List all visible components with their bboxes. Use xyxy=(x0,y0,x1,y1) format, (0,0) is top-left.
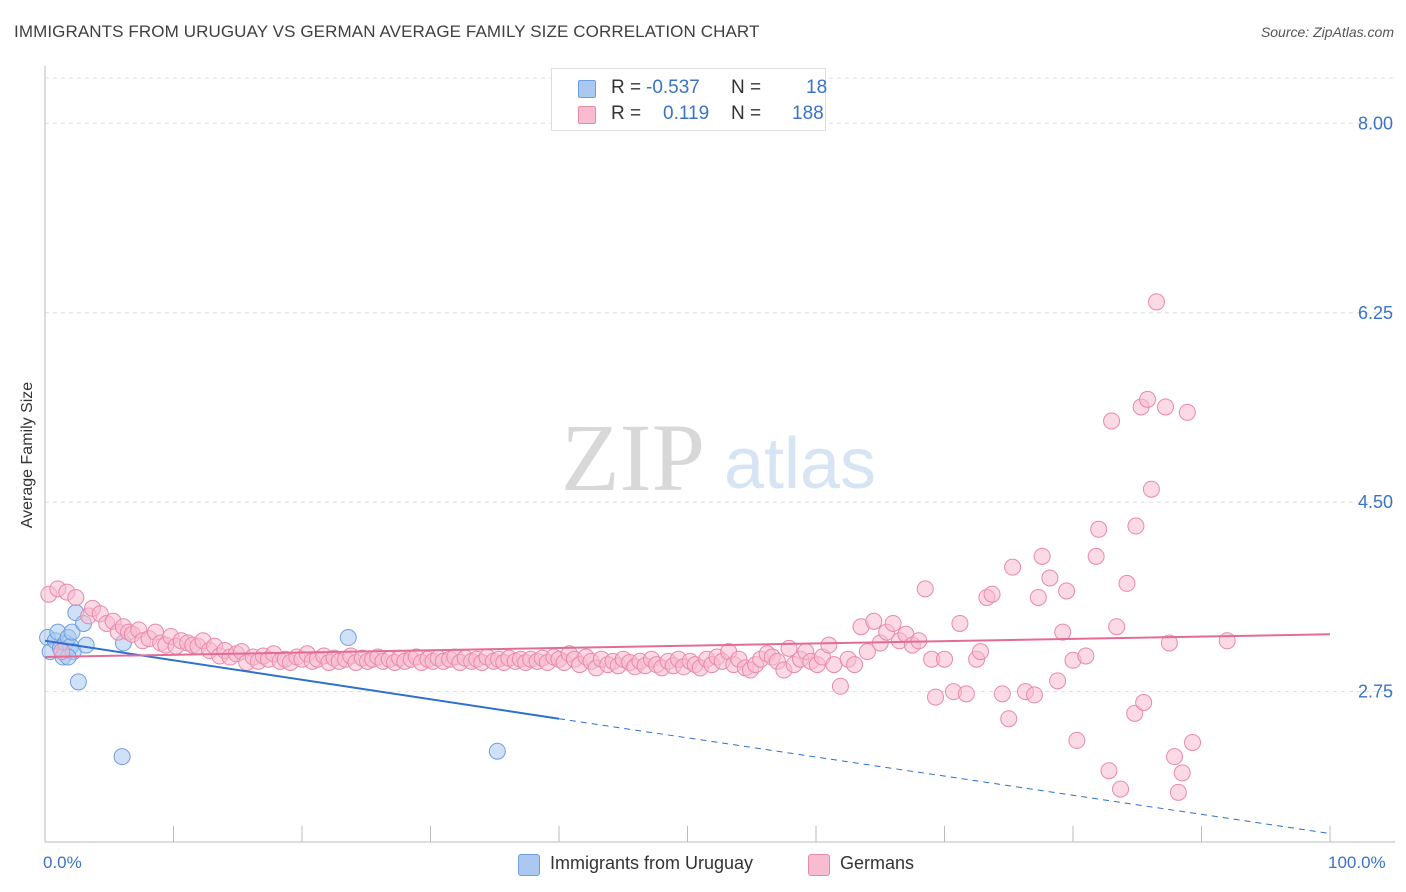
germans-point xyxy=(1148,293,1166,311)
legend-swatch-germans xyxy=(578,106,596,124)
germans-point xyxy=(957,685,975,703)
legend-r-value: -0.537 xyxy=(646,77,700,98)
uruguay-trend-extension xyxy=(558,718,1331,834)
germans-point xyxy=(1108,618,1126,636)
uruguay-point xyxy=(63,623,81,641)
bottom-legend-label-uruguay: Immigrants from Uruguay xyxy=(550,853,754,873)
germans-point xyxy=(1049,672,1067,690)
germans-point xyxy=(1127,517,1145,535)
germans-point xyxy=(1112,780,1130,798)
y-tick-label: 8.00 xyxy=(1358,113,1393,133)
germans-point xyxy=(1184,734,1202,752)
germans-point xyxy=(1169,783,1187,801)
germans-point xyxy=(993,685,1011,703)
germans-point xyxy=(1173,764,1191,782)
germans-point xyxy=(983,585,1001,603)
legend-n-label: N = xyxy=(731,77,762,98)
y-tick-label: 4.50 xyxy=(1358,492,1393,512)
germans-point xyxy=(1118,574,1136,592)
germans-point xyxy=(1068,731,1086,749)
germans-point xyxy=(1000,710,1018,728)
source-credit: Source: ZipAtlas.com xyxy=(1260,24,1394,40)
bottom-legend-label-germans: Germans xyxy=(840,853,915,873)
legend-swatch-uruguay xyxy=(578,80,596,98)
germans-point xyxy=(1135,694,1153,711)
germans-point xyxy=(1166,748,1184,766)
uruguay-point xyxy=(77,636,95,654)
germans-point xyxy=(1139,390,1157,408)
x-tick-label-max: 100.0% xyxy=(1328,853,1386,872)
germans-point xyxy=(1142,480,1160,498)
uruguay-trend-line xyxy=(44,639,560,720)
legend-r-label: R = xyxy=(611,77,642,98)
x-tick-label-min: 0.0% xyxy=(43,853,82,872)
legend-r-value: 0.119 xyxy=(663,103,710,124)
germans-point xyxy=(1004,558,1022,576)
legend-n-value: 18 xyxy=(806,77,828,98)
bottom-legend-swatch-germans xyxy=(808,854,830,876)
germans-point xyxy=(1029,588,1047,606)
germans-point xyxy=(971,643,989,661)
y-tick-label: 2.75 xyxy=(1358,682,1393,702)
germans-point xyxy=(951,614,969,632)
legend-n-label: N = xyxy=(731,103,762,124)
germans-point xyxy=(1054,623,1072,641)
germans-point xyxy=(1103,412,1121,430)
germans-point xyxy=(1157,398,1175,416)
uruguay-point xyxy=(488,742,506,760)
germans-point xyxy=(1025,686,1043,704)
germans-point xyxy=(825,656,843,674)
germans-point xyxy=(1033,547,1051,565)
germans-point xyxy=(858,643,876,661)
legend-n-value: 188 xyxy=(792,103,824,124)
germans-point xyxy=(1100,762,1118,780)
germans-point xyxy=(936,650,953,668)
germans-point xyxy=(1058,582,1076,600)
watermark-atlas: atlas xyxy=(724,424,876,504)
germans-point xyxy=(916,580,934,598)
germans-point xyxy=(1160,634,1178,652)
germans-point xyxy=(820,636,838,654)
germans-point xyxy=(1077,647,1095,665)
germans-point xyxy=(927,688,945,706)
uruguay-point xyxy=(69,673,87,691)
watermark-zip: ZIP xyxy=(561,404,705,511)
germans-point xyxy=(67,588,85,606)
germans-point xyxy=(1178,403,1196,421)
chart-title: IMMIGRANTS FROM URUGUAY VS GERMAN AVERAG… xyxy=(14,22,760,41)
legend: R = -0.537 N = 18 R = 0.119 N = 188 xyxy=(551,68,828,131)
germans-point xyxy=(831,677,849,695)
germans-point xyxy=(1090,520,1108,538)
germans-point xyxy=(1087,547,1105,565)
uruguay-point xyxy=(113,748,131,766)
germans-trend-line xyxy=(44,633,1331,659)
legend-r-label: R = xyxy=(611,103,642,124)
germans-point xyxy=(1041,569,1059,587)
uruguay-point xyxy=(339,629,357,647)
bottom-legend-swatch-uruguay xyxy=(518,854,540,876)
germans-point xyxy=(865,612,883,630)
y-tick-label: 6.25 xyxy=(1358,303,1393,323)
germans-point xyxy=(846,656,864,674)
germans-point xyxy=(884,614,902,632)
